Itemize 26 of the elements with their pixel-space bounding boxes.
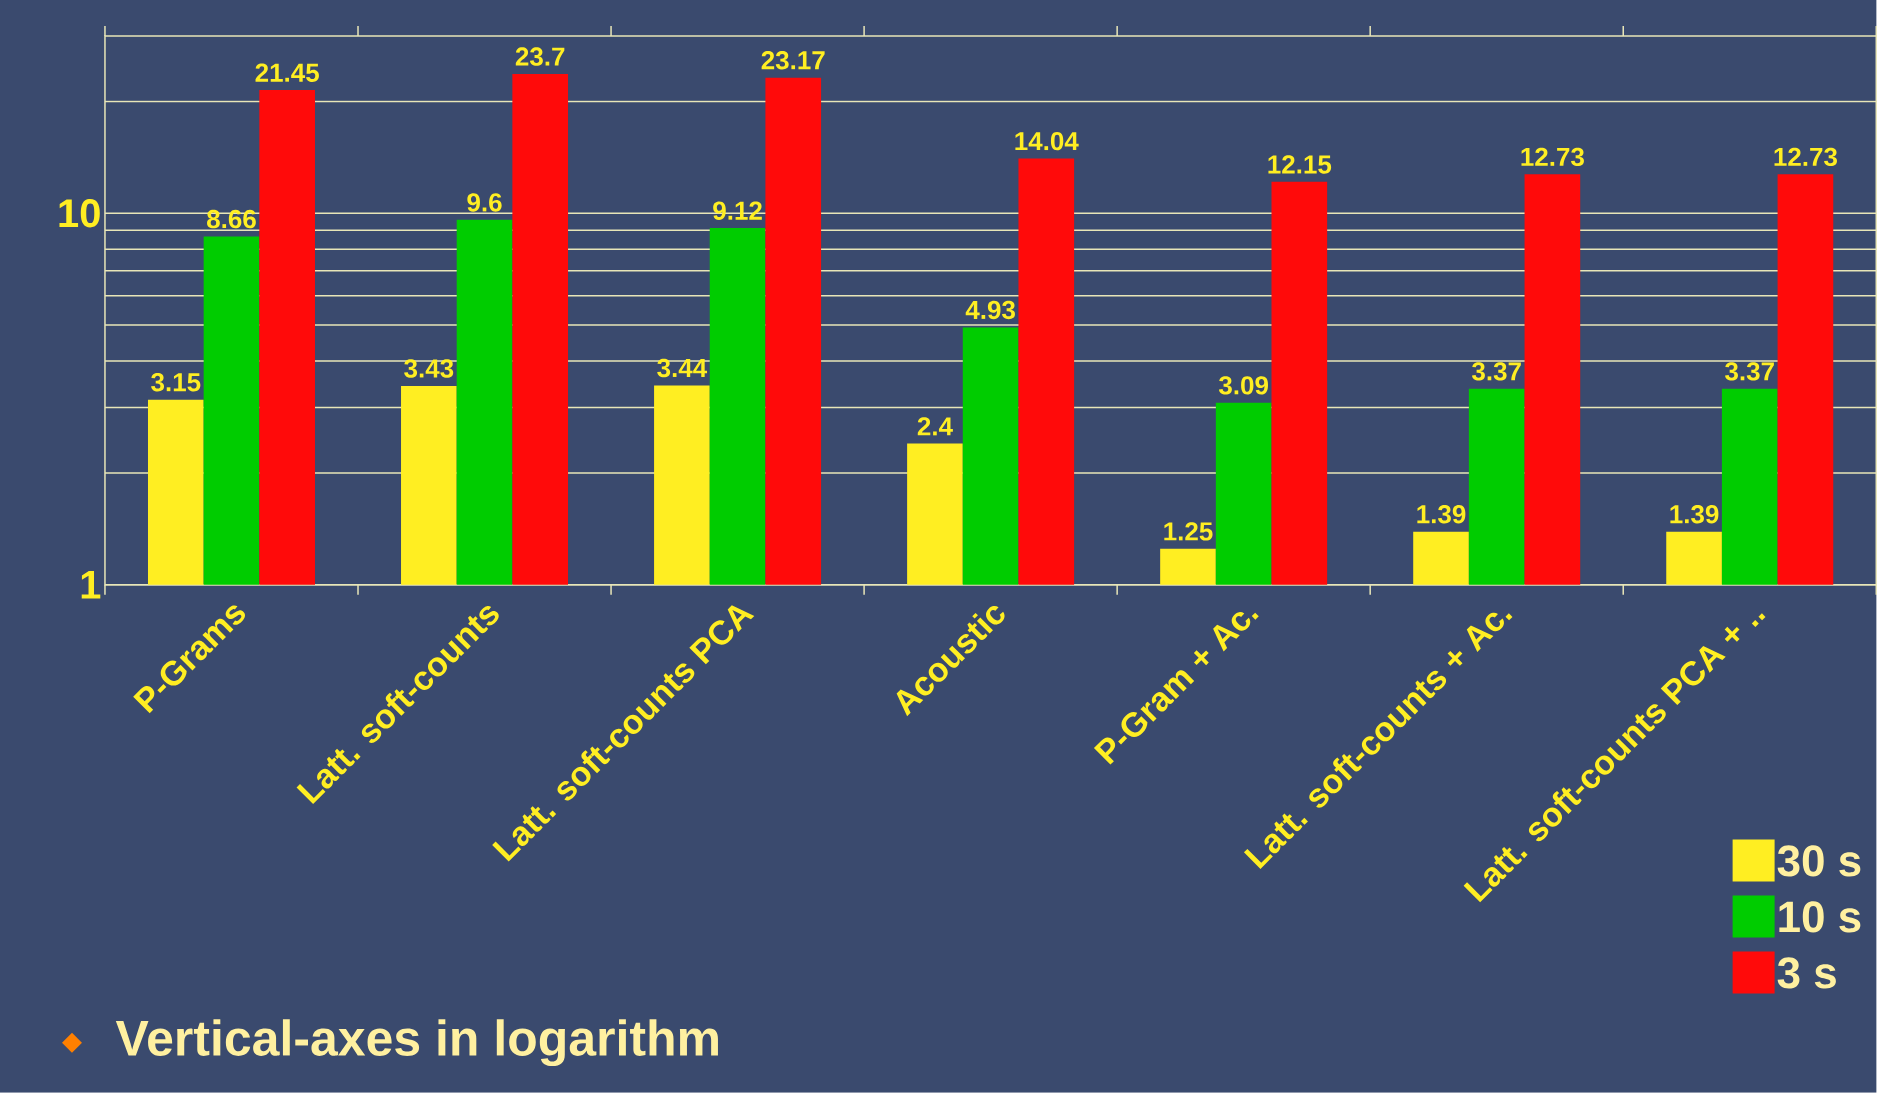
data-label: 8.66 bbox=[207, 210, 256, 229]
data-label: 2.4 bbox=[917, 417, 953, 436]
text: Vertical-axes in logarithm bbox=[115, 1019, 718, 1067]
data-label: 1.39 bbox=[1417, 505, 1466, 524]
legend-label: 30 s bbox=[1777, 845, 1861, 877]
data-label: 14.04 bbox=[1015, 132, 1079, 151]
data-label: 3.15 bbox=[151, 373, 201, 392]
y-tick-label: 10 bbox=[59, 199, 100, 228]
data-label: 23.7 bbox=[515, 47, 565, 67]
data-label: 3.43 bbox=[404, 359, 454, 378]
data-label: 12.73 bbox=[1521, 147, 1584, 167]
data-label: 12.15 bbox=[1268, 155, 1332, 174]
data-label: 21.45 bbox=[255, 63, 319, 83]
data-label: 4.93 bbox=[965, 300, 1015, 320]
legend-label: 3 s bbox=[1777, 957, 1836, 989]
data-label: 1.39 bbox=[1670, 505, 1719, 524]
data-label: 3.44 bbox=[657, 359, 708, 378]
data-label: 23.17 bbox=[761, 51, 825, 70]
data-label: 3.37 bbox=[1472, 362, 1521, 381]
y-tick-label: 1 bbox=[81, 571, 101, 599]
data-label: 1.25 bbox=[1164, 522, 1213, 541]
legend-label: 10 s bbox=[1779, 901, 1861, 933]
data-label: 3.37 bbox=[1725, 362, 1774, 381]
data-label: 3.09 bbox=[1218, 376, 1268, 395]
data-label: 9.6 bbox=[467, 193, 502, 212]
data-label: 12.73 bbox=[1774, 147, 1837, 167]
